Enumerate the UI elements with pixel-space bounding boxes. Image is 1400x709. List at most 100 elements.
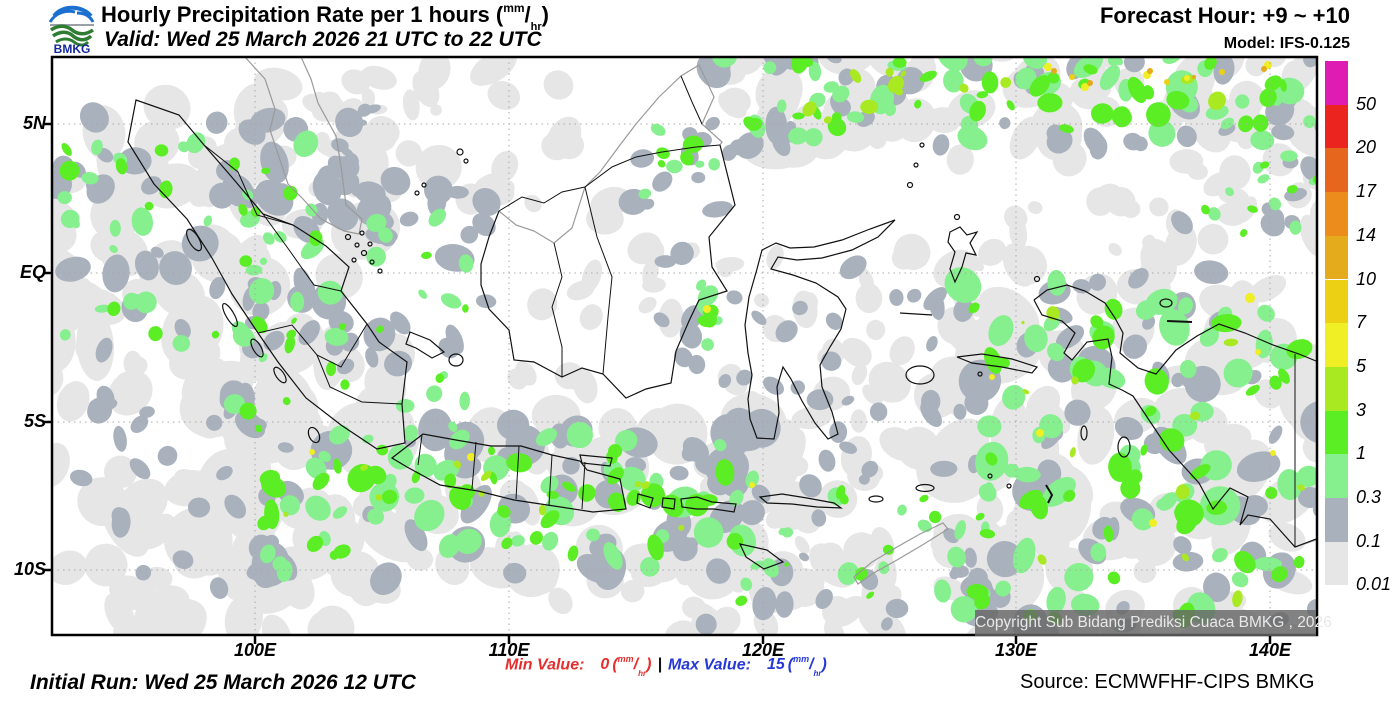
precip-cell — [130, 415, 149, 434]
precip-cell — [1121, 199, 1141, 219]
tanimbar-coast — [1045, 484, 1054, 504]
precip-cell — [1145, 288, 1178, 315]
precip-cell — [1097, 183, 1123, 204]
precip-cell — [887, 75, 905, 93]
precip-cell — [426, 385, 443, 402]
precip-cell — [833, 98, 851, 117]
precip-cell — [124, 355, 148, 376]
precip-cell — [376, 325, 384, 334]
sulawesi-coast — [744, 219, 896, 440]
precip-cell — [172, 334, 191, 352]
precip-cell — [205, 111, 228, 134]
precip-cell — [1300, 400, 1317, 444]
precip-cell — [1205, 104, 1229, 120]
precip-cell — [487, 446, 496, 456]
precip-core — [467, 453, 475, 461]
precip-cell — [914, 99, 922, 109]
precip-cell — [139, 406, 155, 418]
precip-cell — [1142, 85, 1155, 100]
precip-cell — [879, 427, 921, 462]
precip-cell — [135, 291, 157, 314]
precip-cell — [305, 203, 318, 217]
precip-cell — [1113, 109, 1132, 128]
precip-cell — [487, 81, 521, 110]
precip-cell — [866, 591, 875, 599]
precip-cell — [762, 558, 779, 578]
precip-cell — [291, 317, 297, 324]
precip-cell — [897, 504, 907, 516]
precip-cell — [144, 201, 154, 211]
precip-cell — [152, 585, 190, 613]
precip-cell — [726, 290, 743, 305]
precip-cell — [428, 208, 447, 227]
precip-cell — [630, 149, 655, 168]
precip-cell — [378, 227, 393, 243]
precip-cell — [752, 587, 777, 621]
precip-cell — [1000, 77, 1012, 88]
precip-core — [1051, 68, 1057, 74]
precip-cell — [403, 424, 419, 442]
precip-cell — [402, 89, 420, 121]
lon-label-120E: 120E — [741, 640, 785, 660]
precip-cell — [506, 453, 533, 473]
precip-cell — [802, 101, 817, 117]
seram-coast — [956, 353, 1039, 374]
precip-cell — [1303, 115, 1316, 128]
precip-cell — [815, 588, 833, 610]
papua-south-coast — [1033, 299, 1317, 548]
precip-cell — [1277, 469, 1303, 501]
precip-cell — [650, 123, 666, 136]
precip-cell — [263, 330, 285, 351]
precip-cell — [693, 517, 724, 548]
precip-cell — [186, 132, 206, 154]
precip-core — [309, 449, 315, 455]
precip-cell — [614, 429, 638, 452]
precip-cell — [328, 310, 354, 334]
precip-cell — [118, 478, 168, 527]
precip-cell — [284, 335, 296, 354]
precip-cell — [831, 595, 866, 627]
precip-cell — [586, 203, 624, 235]
precip-cell — [697, 285, 719, 307]
precip-cell — [1037, 93, 1063, 113]
colorbar-segment-7 — [1325, 279, 1348, 324]
precip-cell — [885, 598, 909, 619]
precip-cell — [975, 512, 985, 521]
precip-cell — [1110, 57, 1123, 66]
precip-cell — [384, 350, 413, 377]
precip-cell — [480, 470, 492, 481]
precip-cell — [803, 572, 825, 593]
precip-cell — [791, 57, 810, 74]
precip-cell — [445, 324, 464, 354]
precip-cell — [625, 547, 643, 570]
precip-cell — [361, 88, 376, 108]
java-borders — [417, 434, 586, 510]
precip-cell — [792, 112, 805, 120]
precip-cell — [109, 244, 118, 254]
precip-cell — [678, 524, 685, 531]
sumatra-borders — [203, 144, 403, 405]
precip-cell — [766, 244, 784, 270]
kalimantan-borders — [498, 75, 721, 377]
copyright-watermark: Copyright Sub Bidang Prediksi Cuaca BMKG… — [975, 610, 1332, 636]
precip-cell — [338, 323, 347, 331]
precip-cell — [718, 91, 747, 119]
precip-cell — [387, 444, 413, 470]
precip-cell — [1123, 57, 1145, 73]
precip-cell — [472, 213, 496, 237]
minmax-separator: | — [657, 656, 662, 674]
minmax-line: Min Value: 0 (mm/hr) | Max Value: 15 (mm/hr) — [505, 654, 827, 678]
precip-cell — [206, 414, 223, 431]
precip-cell — [984, 482, 995, 494]
precip-cell — [79, 102, 109, 133]
precip-core — [1270, 450, 1276, 456]
precip-cell — [1146, 102, 1171, 127]
precip-cell — [1072, 279, 1092, 294]
precip-cell — [335, 107, 364, 138]
precip-cell — [1223, 338, 1239, 347]
precip-cell — [108, 370, 153, 416]
colorbar-segment-1 — [1325, 410, 1348, 455]
precip-cell — [369, 125, 397, 152]
precip-cell — [754, 293, 769, 308]
precip-cell — [157, 445, 178, 466]
